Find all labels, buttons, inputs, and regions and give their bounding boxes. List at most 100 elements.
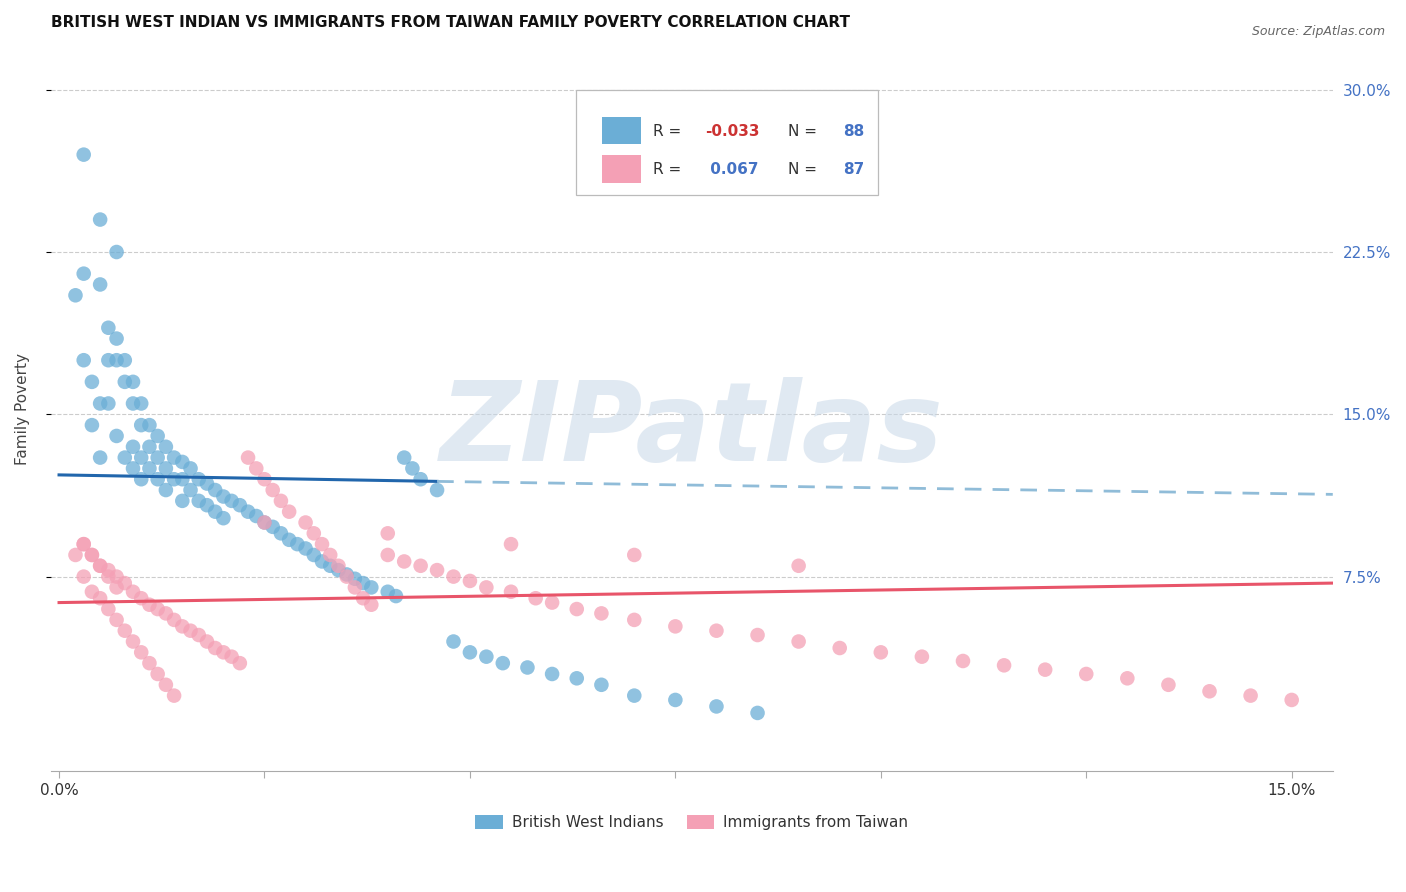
Point xyxy=(155,607,177,621)
Point xyxy=(73,147,96,161)
Point xyxy=(80,418,103,433)
Point xyxy=(65,288,87,302)
Point xyxy=(73,569,96,583)
Point xyxy=(97,396,120,410)
Point xyxy=(343,572,366,586)
Point xyxy=(105,569,128,583)
Point xyxy=(105,245,128,260)
Point xyxy=(129,472,152,486)
Point xyxy=(114,624,136,638)
Point xyxy=(236,450,259,465)
Point xyxy=(97,602,120,616)
Point xyxy=(319,558,342,573)
Point xyxy=(1281,693,1303,707)
Point xyxy=(392,554,415,568)
Point xyxy=(475,649,498,664)
Point xyxy=(138,656,160,670)
Point xyxy=(195,498,218,512)
Point xyxy=(443,569,465,583)
Point xyxy=(392,450,415,465)
Point xyxy=(253,516,276,530)
Text: BRITISH WEST INDIAN VS IMMIGRANTS FROM TAIWAN FAMILY POVERTY CORRELATION CHART: BRITISH WEST INDIAN VS IMMIGRANTS FROM T… xyxy=(51,15,849,30)
Point xyxy=(343,581,366,595)
Point xyxy=(706,624,728,638)
Point xyxy=(89,558,111,573)
Point xyxy=(664,619,686,633)
FancyBboxPatch shape xyxy=(602,155,641,183)
Point xyxy=(114,576,136,591)
Point xyxy=(426,563,449,577)
Point xyxy=(172,472,194,486)
Point xyxy=(187,472,209,486)
Point xyxy=(294,541,316,556)
Point xyxy=(146,450,169,465)
Text: N =: N = xyxy=(787,124,823,139)
Point xyxy=(105,429,128,443)
Point xyxy=(245,508,267,523)
Text: ZIPatlas: ZIPatlas xyxy=(440,377,943,484)
Text: R =: R = xyxy=(654,124,686,139)
Point xyxy=(187,494,209,508)
Point xyxy=(294,516,316,530)
Text: 0.067: 0.067 xyxy=(704,162,758,178)
Y-axis label: Family Poverty: Family Poverty xyxy=(15,353,30,465)
Point xyxy=(163,689,186,703)
Point xyxy=(73,537,96,551)
Point xyxy=(993,658,1015,673)
Text: 87: 87 xyxy=(844,162,865,178)
Point xyxy=(328,563,350,577)
Point xyxy=(245,461,267,475)
Point xyxy=(212,645,235,659)
Point xyxy=(328,558,350,573)
Text: R =: R = xyxy=(654,162,686,178)
Point xyxy=(229,498,252,512)
Point xyxy=(253,472,276,486)
Point xyxy=(278,533,301,547)
Point xyxy=(499,584,522,599)
Point xyxy=(122,634,145,648)
Point xyxy=(565,602,588,616)
Point xyxy=(204,640,226,655)
Point xyxy=(172,494,194,508)
Point xyxy=(146,472,169,486)
Point xyxy=(311,537,333,551)
Point xyxy=(80,584,103,599)
Point xyxy=(129,418,152,433)
FancyBboxPatch shape xyxy=(602,117,641,145)
Point xyxy=(1116,671,1139,685)
Point xyxy=(262,520,284,534)
Point xyxy=(229,656,252,670)
Point xyxy=(747,628,769,642)
Point xyxy=(270,526,292,541)
Point xyxy=(97,569,120,583)
Point xyxy=(377,526,399,541)
Point xyxy=(80,548,103,562)
Point xyxy=(122,461,145,475)
Point xyxy=(302,526,325,541)
Point xyxy=(458,574,481,588)
Point xyxy=(172,455,194,469)
Point xyxy=(1076,667,1098,681)
Point xyxy=(278,505,301,519)
Point xyxy=(952,654,974,668)
Point xyxy=(80,375,103,389)
Point xyxy=(212,490,235,504)
Point xyxy=(285,537,308,551)
Point xyxy=(524,591,547,606)
Point xyxy=(163,613,186,627)
Point xyxy=(236,505,259,519)
Point xyxy=(869,645,891,659)
Point xyxy=(89,450,111,465)
Point xyxy=(623,613,645,627)
Point xyxy=(516,660,538,674)
Point xyxy=(138,440,160,454)
Point xyxy=(97,353,120,368)
Point xyxy=(180,624,202,638)
Point xyxy=(138,418,160,433)
Point xyxy=(195,476,218,491)
Point xyxy=(911,649,934,664)
Point xyxy=(336,569,359,583)
Point xyxy=(1157,678,1180,692)
Point xyxy=(73,537,96,551)
Point xyxy=(664,693,686,707)
